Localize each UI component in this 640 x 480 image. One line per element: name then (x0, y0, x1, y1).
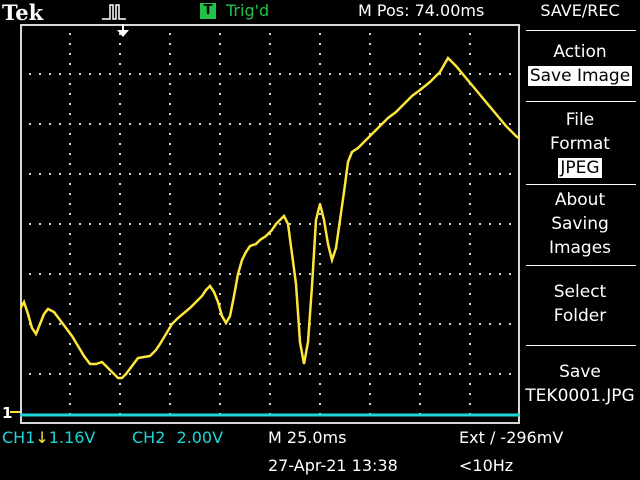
ch1-ground-marker-label: 1 (0, 404, 20, 422)
ch1-label: CH1 (2, 428, 36, 447)
file-format-value: JPEG (558, 158, 602, 178)
action-value: Save Image (527, 66, 633, 86)
action-button[interactable]: Action Save Image (520, 40, 640, 88)
about-label-1: About (554, 190, 606, 210)
trig-badge: T (200, 3, 216, 19)
ch2-scale: 2.00V (176, 428, 224, 447)
ch1-waveform (20, 55, 520, 380)
ch1-readout: CH1↓1.16V (2, 429, 95, 447)
graticule-grid (20, 24, 520, 424)
select-folder-button[interactable]: Select Folder (520, 280, 640, 328)
save-button[interactable]: Save TEK0001.JPG (520, 360, 640, 408)
menu-divider (526, 265, 636, 266)
side-menu: SAVE/REC Action Save Image File Format J… (520, 0, 640, 430)
file-format-label-1: File (565, 110, 595, 130)
trigger-position-marker (117, 30, 129, 37)
save-label-1: Save (559, 362, 601, 382)
trigger-readout: Ext ∕ -296mV (459, 428, 564, 447)
menu-divider (526, 30, 636, 31)
trigger-frequency: <10Hz (459, 456, 514, 475)
ch2-readout: CH2 2.00V (132, 429, 223, 447)
menu-title: SAVE/REC (540, 1, 620, 20)
tek-logo: Tek (2, 0, 44, 25)
trigger-type-icon (102, 4, 126, 20)
about-label-3: Images (548, 238, 612, 258)
select-label-1: Select (553, 282, 607, 302)
waveform-display: 1 (20, 24, 520, 424)
select-label-2: Folder (553, 306, 607, 326)
ch1-coupling-icon: ↓ (35, 428, 49, 447)
horizontal-position: M Pos: 74.00ms (358, 1, 485, 20)
date-time: 27-Apr-21 13:38 (268, 456, 398, 475)
timebase: M 25.0ms (268, 428, 347, 447)
menu-divider (526, 345, 636, 346)
about-saving-images-button[interactable]: About Saving Images (520, 188, 640, 260)
top-status-bar: Tek T Trig'd M Pos: 74.00ms (0, 0, 520, 25)
file-format-button[interactable]: File Format JPEG (520, 108, 640, 180)
trigger-status: Trig'd (226, 1, 270, 20)
action-label: Action (553, 42, 607, 62)
ch1-scale: 1.16V (48, 428, 96, 447)
menu-divider (526, 184, 636, 185)
ch2-label: CH2 (132, 428, 166, 447)
about-label-2: Saving (551, 214, 609, 234)
menu-divider (526, 101, 636, 102)
save-label-2: TEK0001.JPG (525, 386, 635, 406)
file-format-label-2: Format (550, 134, 610, 154)
